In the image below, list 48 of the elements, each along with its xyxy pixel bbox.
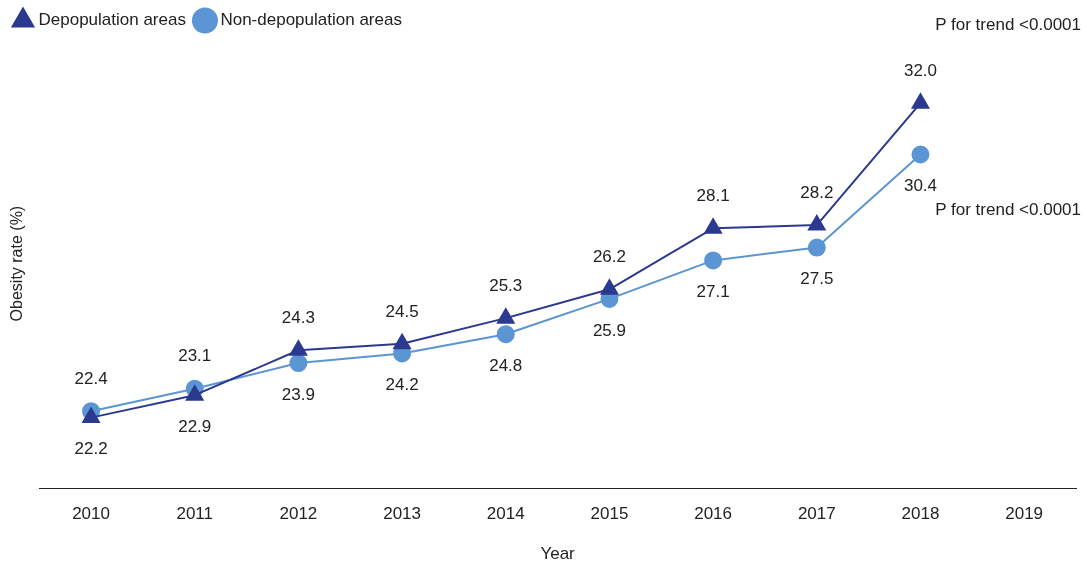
data-label: 24.5 [385, 301, 419, 321]
x-tick-label: 2011 [176, 504, 213, 524]
data-label: 23.9 [281, 384, 315, 404]
x-tick-label: 2010 [72, 504, 110, 524]
data-label: 27.1 [696, 282, 730, 302]
point [808, 215, 826, 231]
point [289, 354, 308, 373]
point [496, 325, 515, 344]
y-axis-title: Obesity rate (%) [8, 205, 26, 322]
data-label: 24.3 [281, 307, 315, 327]
x-tick-label: 2016 [694, 504, 733, 524]
point [807, 238, 826, 257]
point [704, 251, 723, 270]
data-label: 30.4 [903, 176, 938, 196]
x-tick-label: 2015 [590, 504, 629, 524]
x-axis-title: Year [540, 544, 576, 564]
x-tick-label: 2019 [1005, 504, 1044, 524]
legend-label: Depopulation areas [38, 10, 186, 30]
point [600, 279, 619, 295]
data-label: 28.2 [800, 182, 834, 202]
data-label: 27.5 [800, 269, 834, 289]
data-label: 25.9 [592, 320, 626, 340]
data-label: 28.1 [696, 185, 730, 205]
point [289, 340, 308, 356]
data-label: 22.2 [74, 439, 108, 459]
data-label: 24.2 [385, 375, 419, 395]
x-tick-label: 2013 [383, 504, 421, 524]
point [393, 333, 411, 350]
x-tick-label: 2012 [279, 504, 318, 524]
data-label: 24.8 [489, 355, 523, 375]
data-label: 22.4 [74, 368, 108, 388]
data-label: 23.1 [178, 346, 212, 366]
point [704, 218, 722, 234]
point [185, 385, 204, 401]
x-tick-label: 2017 [797, 504, 836, 524]
annotation: P for trend <0.0001 [935, 199, 1081, 219]
data-label: 22.9 [178, 416, 212, 436]
text: P for trend <0.0001 [935, 14, 1081, 34]
point [911, 93, 930, 109]
data-label: 26.2 [592, 246, 626, 266]
x-tick-label: 2014 [486, 504, 525, 524]
x-tick-label: 2018 [901, 504, 940, 524]
point [82, 407, 100, 424]
point [496, 308, 515, 324]
data-label: 32.0 [903, 60, 938, 80]
legend-label: Non-depopulation areas [220, 10, 402, 30]
data-label: 25.3 [489, 275, 523, 295]
point [911, 145, 930, 164]
